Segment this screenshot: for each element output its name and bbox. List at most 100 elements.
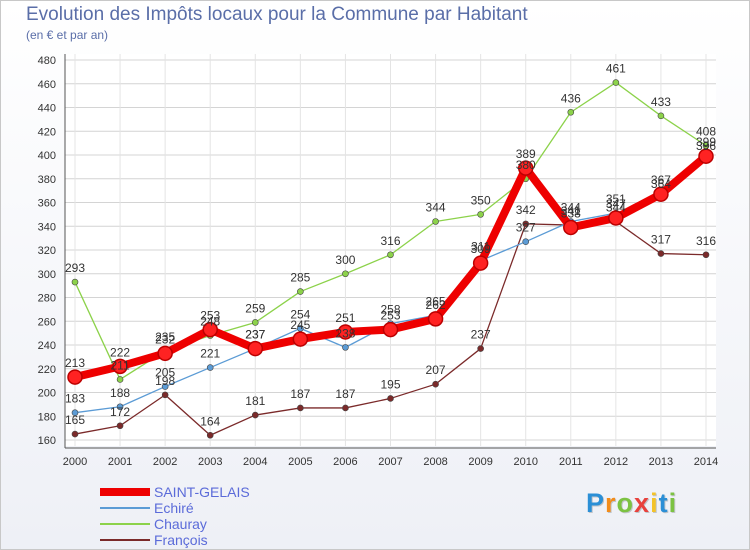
y-tick-label: 200 [38, 388, 56, 400]
data-point [342, 404, 349, 412]
legend-item: François [100, 532, 250, 548]
data-label: 338 [561, 206, 581, 220]
data-label: 367 [651, 173, 671, 187]
y-tick-label: 440 [38, 103, 56, 115]
data-label: 342 [516, 203, 536, 217]
data-point [297, 404, 304, 412]
data-label: 293 [65, 261, 85, 275]
data-label: 408 [696, 125, 716, 139]
x-tick-label: 2003 [198, 456, 222, 468]
proxiti-logo: Proxiti [586, 488, 678, 518]
data-point [342, 344, 349, 351]
data-point [206, 431, 214, 439]
data-label: 238 [335, 326, 355, 340]
data-point [251, 319, 259, 326]
legend-item: SAINT-GELAIS [100, 484, 250, 500]
data-label: 344 [426, 201, 446, 215]
data-point [202, 321, 218, 338]
data-label: 433 [651, 95, 671, 109]
data-point [698, 148, 714, 164]
data-label: 211 [111, 358, 130, 372]
y-tick-label: 220 [38, 364, 56, 376]
chart-title: Evolution des Impôts locaux pour la Comm… [26, 4, 528, 25]
data-point [342, 270, 349, 278]
data-label: 188 [110, 386, 130, 400]
data-label: 207 [426, 363, 446, 377]
x-tick-label: 2013 [649, 456, 673, 468]
data-label: 285 [290, 271, 310, 285]
data-label: 237 [245, 328, 265, 342]
data-label: 165 [65, 413, 85, 427]
data-label: 187 [335, 387, 355, 401]
data-label: 347 [606, 197, 626, 211]
data-point [251, 411, 259, 419]
data-point [432, 380, 439, 388]
data-point [522, 238, 530, 245]
data-label: 399 [696, 135, 716, 149]
data-label: 311 [471, 240, 490, 254]
data-point [116, 422, 124, 430]
x-tick-label: 2005 [288, 456, 312, 468]
data-label: 164 [200, 414, 220, 428]
data-label: 222 [110, 345, 130, 359]
data-label: 183 [65, 392, 85, 406]
data-label: 351 [606, 192, 626, 206]
data-point [71, 409, 79, 416]
data-label: 237 [471, 328, 491, 342]
data-point [567, 108, 575, 116]
data-label: 258 [380, 303, 400, 317]
data-label: 172 [110, 405, 130, 419]
data-label: 253 [200, 309, 220, 323]
data-point [206, 364, 214, 371]
x-tick-label: 2008 [423, 456, 447, 468]
data-point [71, 278, 79, 286]
y-tick-label: 320 [38, 245, 56, 257]
data-label: 309 [471, 242, 491, 256]
y-tick-label: 300 [38, 269, 56, 281]
data-label: 350 [471, 193, 491, 207]
data-label: 316 [380, 234, 400, 248]
legend-swatch [100, 523, 150, 525]
y-tick-label: 460 [38, 79, 56, 91]
x-tick-label: 2007 [378, 456, 402, 468]
data-point [477, 211, 484, 218]
x-tick-label: 2010 [513, 456, 537, 468]
x-tick-label: 2002 [153, 456, 177, 468]
data-label: 213 [65, 356, 85, 370]
data-point [71, 430, 79, 438]
data-point [653, 186, 669, 202]
data-label: 262 [426, 298, 446, 312]
y-tick-label: 420 [38, 126, 56, 138]
x-tick-label: 2012 [604, 456, 628, 468]
x-tick-label: 2011 [559, 456, 583, 468]
data-point [472, 255, 489, 271]
data-label: 235 [155, 330, 175, 344]
y-tick-label: 280 [38, 293, 56, 305]
legend-item: Echiré [100, 500, 250, 516]
y-tick-label: 480 [38, 55, 56, 67]
y-tick-label: 160 [38, 435, 56, 447]
data-point [67, 369, 83, 385]
y-tick-label: 340 [38, 221, 56, 233]
chart-legend: SAINT-GELAIS Echiré Chauray François [100, 484, 250, 548]
data-label: 344 [606, 201, 626, 215]
data-point [297, 288, 304, 295]
data-label: 316 [696, 234, 716, 248]
x-tick-label: 2009 [468, 456, 492, 468]
data-point [382, 321, 399, 338]
data-point [112, 358, 128, 375]
data-point [161, 391, 169, 399]
x-tick-label: 2000 [63, 456, 87, 468]
data-point [517, 160, 534, 176]
data-point [292, 331, 309, 347]
data-point [337, 324, 354, 340]
data-label: 344 [561, 201, 581, 215]
x-tick-label: 2004 [243, 456, 267, 468]
x-tick-label: 2014 [694, 456, 718, 468]
y-tick-label: 360 [38, 198, 56, 210]
data-label: 327 [516, 221, 536, 235]
data-label: 341 [561, 204, 581, 218]
y-tick-label: 400 [38, 150, 56, 162]
data-point [522, 220, 530, 228]
data-label: 195 [380, 377, 400, 391]
